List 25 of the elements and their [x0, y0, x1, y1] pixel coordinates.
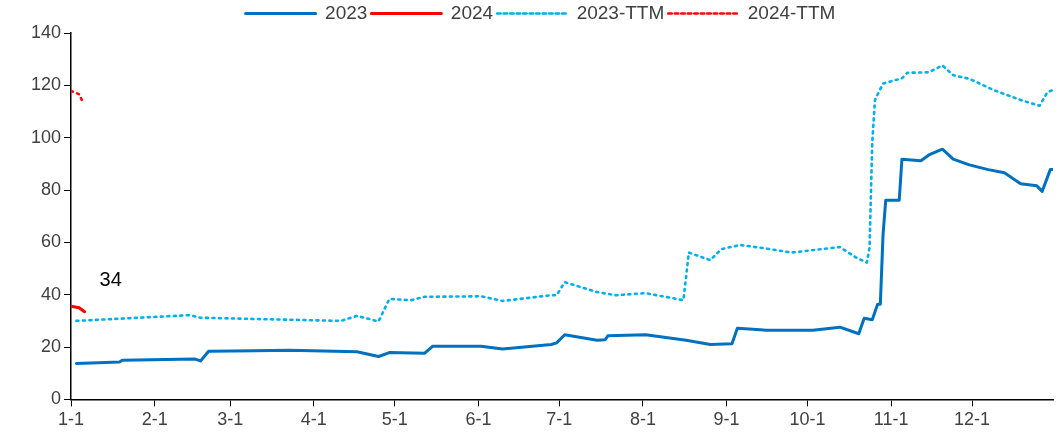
x-tick-label: 12-1 — [954, 409, 991, 430]
legend-label: 2023-TTM — [576, 1, 665, 23]
y-tick-label: 40 — [41, 283, 62, 304]
x-tick-label: 5-1 — [381, 409, 408, 430]
y-tick-label: 80 — [41, 179, 62, 199]
x-tick-label: 6-1 — [465, 409, 492, 430]
x-tick-label: 7-1 — [546, 409, 573, 430]
legend-label: 2024-TTM — [747, 1, 836, 23]
x-tick-label: 9-1 — [713, 409, 740, 430]
x-tick-label: 11-1 — [873, 409, 909, 430]
legend-label: 2024 — [450, 1, 494, 23]
annotation: 34 — [99, 267, 122, 290]
legend-label: 2023 — [325, 1, 368, 23]
x-tick-label: 4-1 — [300, 409, 327, 430]
y-tick-label: 140 — [30, 21, 62, 42]
x-tick-label: 3-1 — [217, 409, 244, 430]
x-tick-label: 2-1 — [141, 409, 168, 430]
y-tick-label: 100 — [30, 126, 62, 147]
y-tick-label: 20 — [41, 336, 62, 357]
y-tick-label: 120 — [30, 74, 62, 95]
x-tick-label: 10-1 — [789, 409, 826, 430]
x-tick-label: 8-1 — [629, 409, 656, 430]
x-tick-label: 1-1 — [58, 409, 85, 430]
y-tick-label: 60 — [41, 231, 62, 252]
y-tick-label: 0 — [51, 388, 62, 409]
